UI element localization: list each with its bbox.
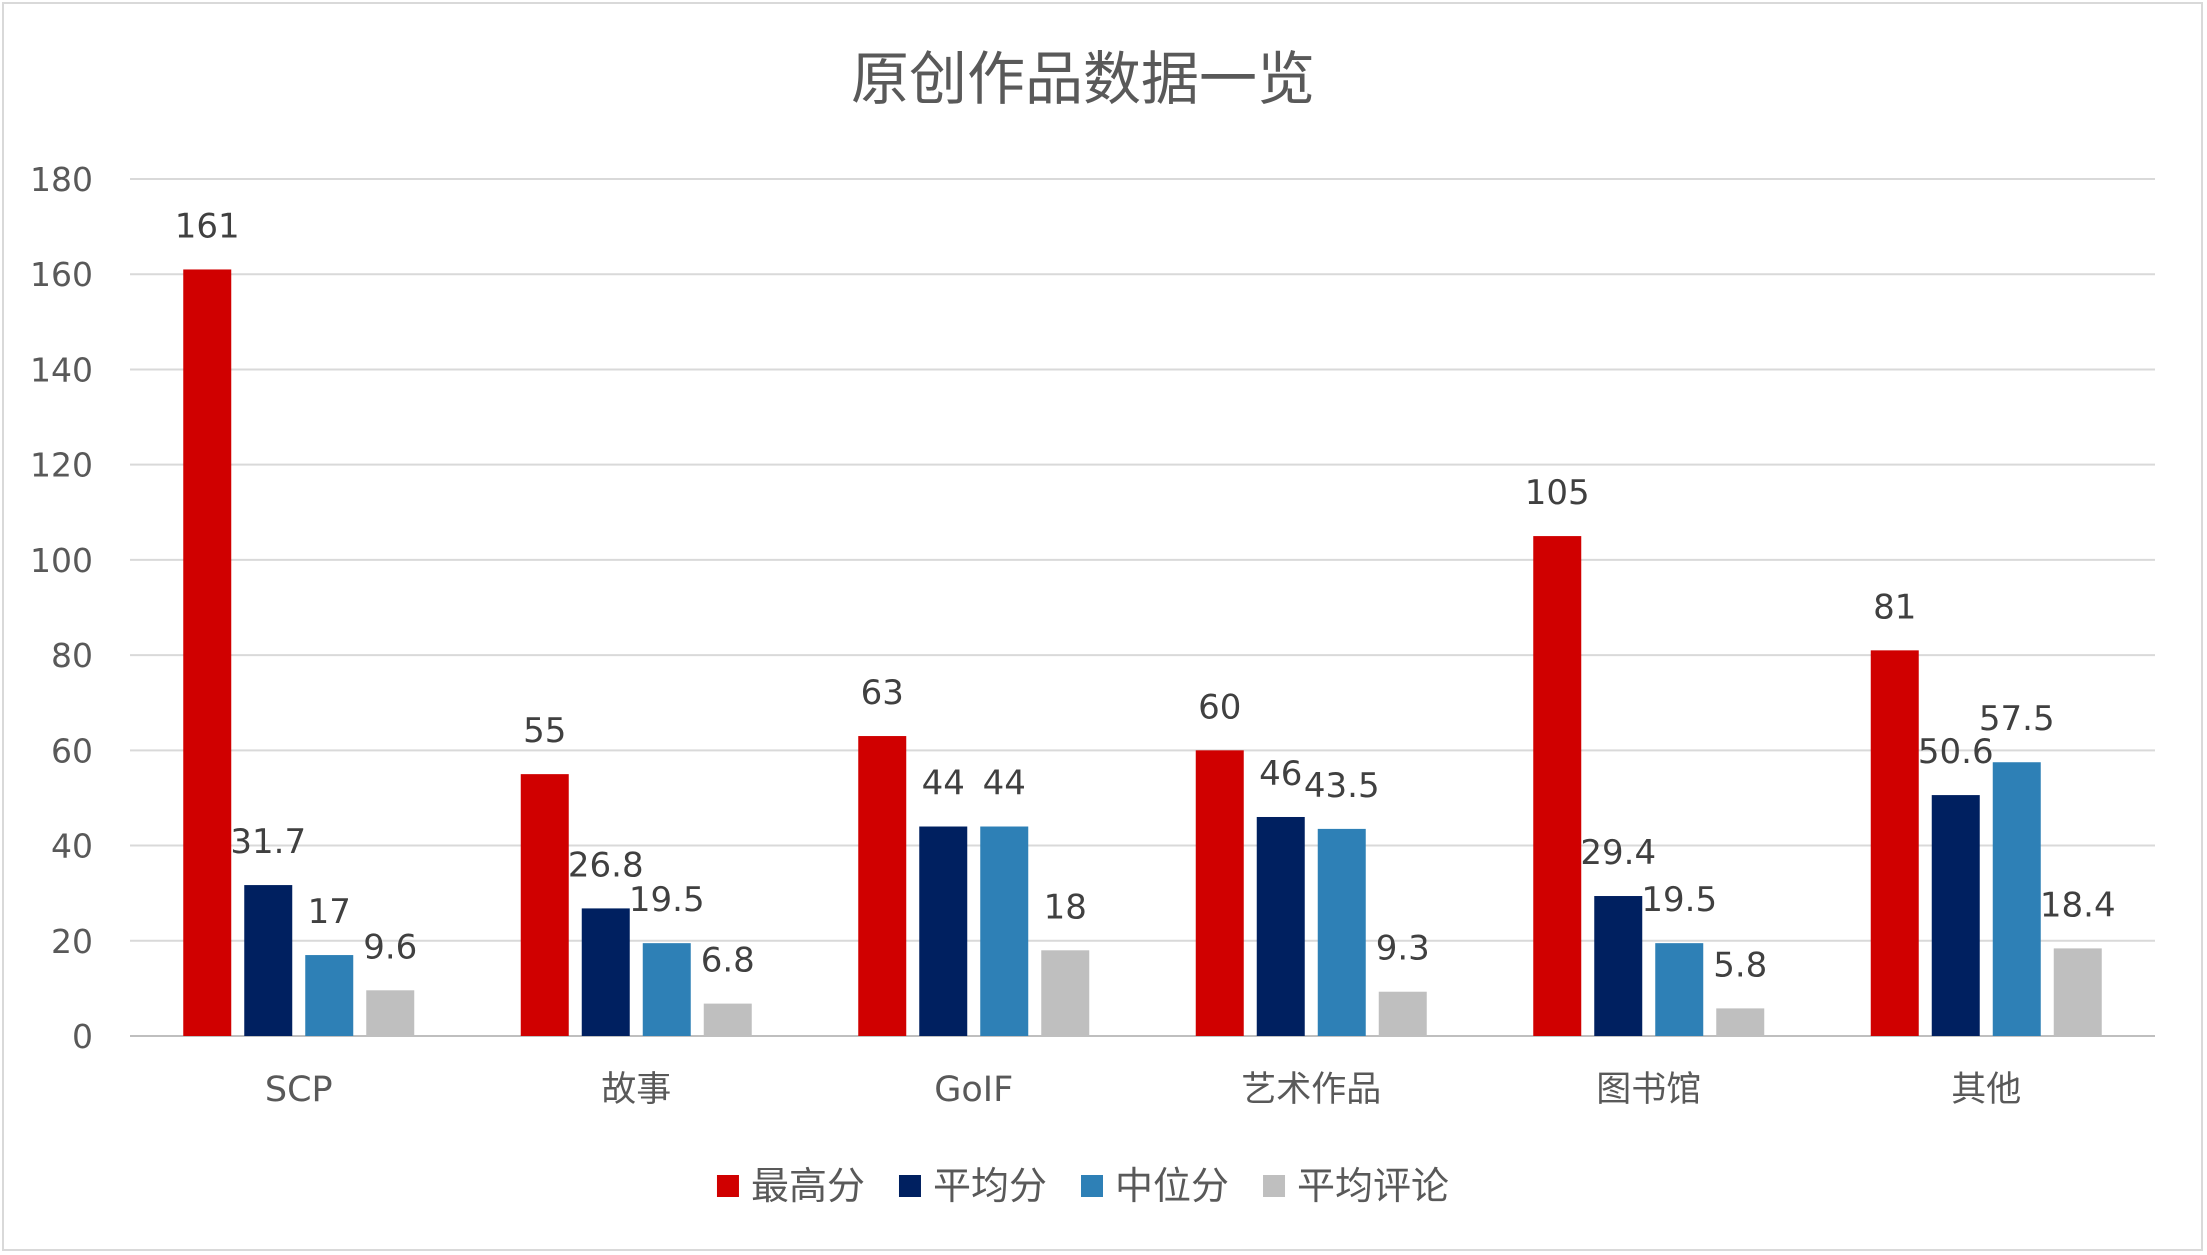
category-label-0: SCP [265, 1070, 333, 1110]
y-tick-label-60: 60 [51, 731, 93, 770]
bar-0-3 [366, 990, 415, 1036]
y-tick-label-180: 180 [30, 160, 93, 199]
data-label-0-1: 31.7 [230, 822, 306, 862]
data-label-0-2: 17 [308, 892, 351, 932]
legend-swatch-2 [1081, 1175, 1103, 1197]
bar-4-1 [1594, 896, 1643, 1036]
legend-label-2: 中位分 [1115, 1164, 1229, 1208]
legend-swatch-3 [1263, 1175, 1286, 1197]
bar-2-1 [919, 826, 968, 1036]
data-label-5-0: 81 [1873, 587, 1916, 627]
data-label-2-3: 18 [1044, 887, 1087, 927]
legend-item-3: 平均评论 [1263, 1164, 1449, 1208]
data-label-5-2: 57.5 [1979, 699, 2055, 739]
bar-5-1 [1931, 795, 1980, 1036]
data-label-1-0: 55 [523, 711, 566, 751]
y-tick-label-160: 160 [30, 255, 93, 294]
data-label-5-1: 50.6 [1918, 732, 1994, 772]
category-label-1: 故事 [601, 1070, 671, 1110]
y-axis-tick-labels: 0 20 40 60 80 100 120 140 160 180 [30, 160, 93, 1056]
bar-5-2 [1992, 762, 2041, 1036]
bar-1-3 [703, 1003, 752, 1036]
x-axis-category-labels: SCP 故事 GoIF 艺术作品 图书馆 其他 [265, 1070, 2021, 1110]
data-label-2-1: 44 [922, 764, 965, 804]
bar-5-3 [2053, 948, 2102, 1036]
bar-0-0 [183, 269, 232, 1036]
data-label-4-2: 19.5 [1641, 880, 1717, 920]
data-label-4-3: 5.8 [1713, 945, 1767, 985]
legend-swatch-0 [716, 1175, 739, 1197]
y-tick-label-120: 120 [30, 446, 93, 485]
category-label-4: 图书馆 [1596, 1070, 1701, 1110]
bar-1-1 [581, 908, 630, 1036]
bar-5-0 [1870, 650, 1919, 1036]
y-tick-label-20: 20 [51, 922, 93, 961]
data-label-4-1: 29.4 [1580, 833, 1656, 873]
category-label-3: 艺术作品 [1241, 1070, 1381, 1110]
data-label-2-0: 63 [861, 673, 904, 713]
bar-2-0 [858, 736, 907, 1036]
bar-0-2 [305, 955, 354, 1036]
legend-item-0: 最高分 [716, 1164, 865, 1208]
bar-4-3 [1716, 1008, 1765, 1036]
data-label-0-3: 9.6 [363, 927, 417, 967]
data-label-2-2: 44 [983, 764, 1026, 804]
legend-label-3: 平均评论 [1297, 1164, 1449, 1208]
chart-title: 原创作品数据一览 [851, 45, 1315, 113]
bar-1-2 [642, 943, 691, 1036]
y-tick-label-0: 0 [72, 1017, 93, 1056]
bar-2-3 [1041, 950, 1090, 1036]
data-label-3-2: 43.5 [1304, 766, 1380, 806]
y-tick-label-40: 40 [51, 827, 93, 866]
bar-3-1 [1256, 816, 1305, 1036]
data-label-4-0: 105 [1525, 473, 1590, 513]
legend-label-0: 最高分 [751, 1164, 865, 1208]
data-label-3-3: 9.3 [1376, 929, 1430, 969]
y-tick-label-140: 140 [30, 350, 93, 389]
data-label-5-3: 18.4 [2040, 885, 2116, 925]
legend-label-1: 平均分 [933, 1164, 1047, 1208]
data-label-3-1: 46 [1259, 754, 1302, 794]
data-label-0-0: 161 [175, 206, 240, 246]
bar-4-2 [1655, 943, 1704, 1036]
bar-3-3 [1378, 991, 1427, 1036]
y-tick-label-80: 80 [51, 636, 93, 675]
bar-1-0 [520, 774, 569, 1036]
data-label-1-2: 19.5 [629, 880, 705, 920]
bar-0-1 [244, 885, 293, 1036]
legend: 最高分 平均分 中位分 平均评论 [716, 1164, 1449, 1208]
bar-4-0 [1533, 536, 1582, 1036]
data-label-3-0: 60 [1198, 687, 1241, 727]
bar-2-2 [980, 826, 1029, 1036]
legend-item-2: 中位分 [1081, 1164, 1229, 1208]
gridlines [130, 178, 2155, 1037]
legend-item-1: 平均分 [898, 1164, 1047, 1208]
bar-3-2 [1317, 828, 1366, 1036]
data-label-1-3: 6.8 [701, 941, 755, 981]
bar-3-0 [1195, 750, 1244, 1036]
y-tick-label-100: 100 [30, 541, 93, 580]
category-label-5: 其他 [1951, 1070, 2021, 1110]
data-label-1-1: 26.8 [568, 845, 644, 885]
category-label-2: GoIF [934, 1070, 1013, 1110]
legend-swatch-1 [898, 1175, 921, 1197]
bars [183, 269, 2102, 1036]
